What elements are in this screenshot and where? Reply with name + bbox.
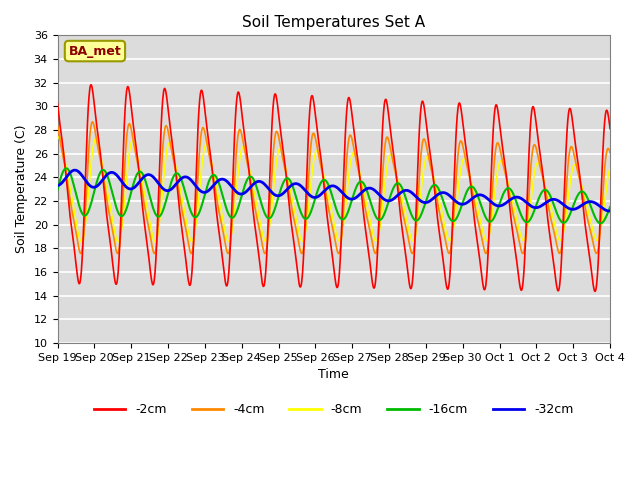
-2cm (177, 218, 184, 224)
-8cm (541, 183, 549, 189)
-32cm (163, 188, 171, 193)
-8cm (164, 144, 172, 149)
-4cm (493, 143, 500, 148)
-4cm (261, 251, 269, 256)
Title: Soil Temperatures Set A: Soil Temperatures Set A (242, 15, 426, 30)
-2cm (87, 82, 95, 88)
-8cm (420, 163, 428, 168)
-32cm (54, 183, 61, 189)
-8cm (54, 136, 61, 142)
-32cm (177, 176, 184, 182)
-32cm (420, 200, 428, 205)
-8cm (493, 176, 500, 182)
-2cm (591, 288, 599, 294)
-16cm (63, 166, 70, 171)
-4cm (606, 150, 614, 156)
-8cm (55, 134, 63, 140)
-2cm (54, 100, 61, 106)
X-axis label: Time: Time (319, 368, 349, 381)
-8cm (239, 144, 247, 150)
-16cm (54, 187, 61, 193)
-16cm (606, 204, 614, 210)
-32cm (492, 203, 500, 208)
-16cm (492, 210, 500, 216)
Legend: -2cm, -4cm, -8cm, -16cm, -32cm: -2cm, -4cm, -8cm, -16cm, -32cm (89, 398, 579, 421)
-2cm (606, 126, 614, 132)
-4cm (420, 136, 428, 142)
Line: -16cm: -16cm (58, 168, 610, 223)
-8cm (177, 192, 185, 197)
-32cm (239, 191, 246, 197)
-4cm (177, 201, 184, 206)
-2cm (420, 102, 428, 108)
-16cm (420, 204, 428, 210)
-16cm (596, 220, 604, 226)
-8cm (77, 239, 85, 245)
-4cm (54, 122, 61, 128)
-2cm (492, 102, 500, 108)
-4cm (541, 186, 549, 192)
-32cm (606, 208, 614, 214)
-16cm (541, 187, 548, 192)
-4cm (239, 136, 246, 142)
-32cm (541, 201, 548, 206)
Line: -32cm: -32cm (58, 170, 610, 211)
Line: -8cm: -8cm (58, 137, 610, 242)
-2cm (541, 188, 548, 194)
-8cm (606, 166, 614, 171)
-32cm (606, 208, 614, 214)
-4cm (88, 119, 96, 125)
Y-axis label: Soil Temperature (C): Soil Temperature (C) (15, 125, 28, 253)
-2cm (239, 117, 246, 122)
Text: BA_met: BA_met (68, 45, 122, 58)
-4cm (163, 125, 171, 131)
-16cm (163, 193, 171, 199)
Line: -4cm: -4cm (58, 122, 610, 253)
-16cm (177, 175, 184, 181)
Line: -2cm: -2cm (58, 85, 610, 291)
-16cm (239, 190, 246, 195)
-32cm (71, 167, 79, 173)
-2cm (163, 99, 171, 105)
